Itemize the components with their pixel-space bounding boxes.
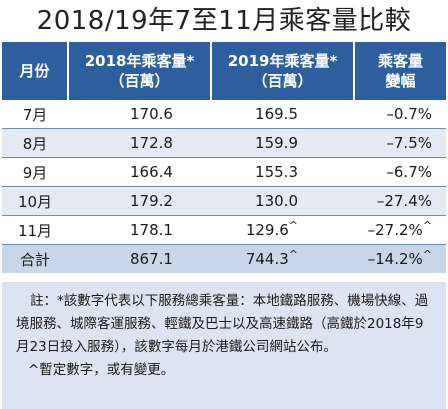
table-row: 9月 166.4 155.3 –6.7%: [2, 157, 446, 187]
cell-2018: 178.1: [68, 215, 211, 245]
table-header-row: 月份 2018年乘客量* （百萬） 2019年乘客量* （百萬） 乘客量 變幅: [2, 42, 446, 100]
table-row: 8月 172.8 159.9 –7.5%: [2, 128, 446, 158]
cell-month: 10月: [2, 186, 68, 216]
cell-month: 合計: [2, 244, 68, 273]
header-2019: 2019年乘客量* （百萬）: [211, 42, 355, 100]
cell-change: –14.2%^: [354, 244, 446, 273]
table-row: 11月 178.1 129.6^ –27.2%^: [2, 215, 446, 245]
table-row: 7月 170.6 169.5 –0.7%: [2, 100, 446, 129]
table-row: 10月 179.2 130.0 –27.4%: [2, 186, 446, 216]
cell-2018: 179.2: [68, 186, 211, 216]
table-row-total: 合計 867.1 744.3^ –14.2%^: [2, 244, 446, 273]
cell-month: 7月: [2, 100, 68, 129]
footnote-box: 註：*該數字代表以下服務總乘客量：本地鐵路服務、機場快線、過境服務、城際客運服務…: [2, 282, 446, 409]
cell-change: –7.5%: [354, 128, 446, 158]
cell-2018: 166.4: [68, 157, 211, 187]
cell-2018: 170.6: [68, 100, 211, 129]
cell-change: –6.7%: [354, 157, 446, 187]
cell-2018: 867.1: [68, 244, 211, 273]
cell-2018: 172.8: [68, 128, 211, 158]
cell-month: 11月: [2, 215, 68, 245]
cell-2019: 155.3: [211, 157, 354, 187]
footnote-ridership: 註：*該數字代表以下服務總乘客量：本地鐵路服務、機場快線、過境服務、城際客運服務…: [16, 293, 429, 355]
cell-2019: 129.6^: [211, 215, 354, 245]
cell-2019: 169.5: [211, 100, 354, 129]
ridership-table: 月份 2018年乘客量* （百萬） 2019年乘客量* （百萬） 乘客量 變幅 …: [2, 42, 446, 273]
page-title: 2018/19年7至11月乘客量比較: [36, 6, 412, 36]
cell-2019: 130.0: [211, 186, 354, 216]
header-month: 月份: [2, 42, 69, 100]
header-change: 乘客量 變幅: [354, 42, 446, 100]
cell-change: –27.4%: [354, 186, 446, 216]
cell-month: 8月: [2, 128, 68, 158]
cell-month: 9月: [2, 157, 68, 187]
cell-2019: 744.3^: [211, 244, 354, 273]
footnote-provisional: ^暫定數字，或有變更。: [28, 362, 175, 378]
cell-2019: 159.9: [211, 128, 354, 158]
cell-change: –27.2%^: [354, 215, 446, 245]
cell-change: –0.7%: [354, 100, 446, 129]
header-2018: 2018年乘客量* （百萬）: [68, 42, 212, 100]
